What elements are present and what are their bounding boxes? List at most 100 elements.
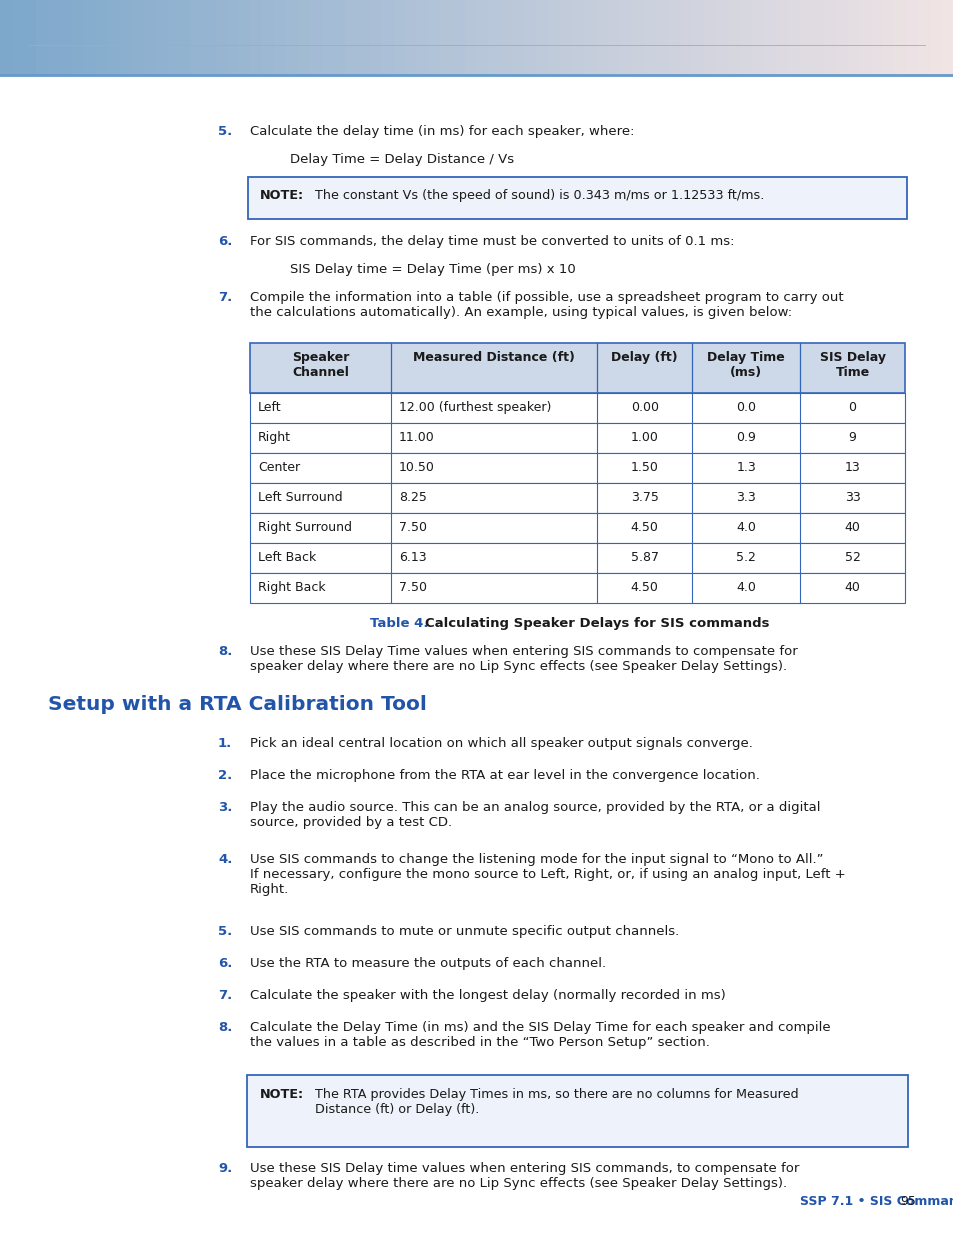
Bar [869, 0, 882, 75]
Text: Use these SIS Delay Time values when entering SIS commands to compensate for
spe: Use these SIS Delay Time values when ent… [250, 645, 797, 673]
Text: NOTE:: NOTE: [260, 189, 304, 203]
Text: Calculate the delay time (in ms) for each speaker, where:: Calculate the delay time (in ms) for eac… [250, 125, 634, 138]
Bar [369, 0, 382, 75]
Bar [250, 513, 904, 543]
Bar [11, 0, 25, 75]
Bar [214, 0, 228, 75]
Bar [440, 0, 454, 75]
Bar [107, 0, 120, 75]
Bar [631, 0, 644, 75]
Bar [834, 0, 847, 75]
Bar [345, 0, 358, 75]
Text: 4.50: 4.50 [630, 580, 658, 594]
Text: 8.: 8. [218, 1021, 233, 1034]
Bar [250, 543, 904, 573]
Text: 6.: 6. [218, 235, 233, 248]
Bar [167, 0, 180, 75]
Bar [679, 0, 692, 75]
Bar [929, 0, 943, 75]
Text: 52: 52 [843, 551, 860, 564]
Bar [226, 0, 239, 75]
Text: 8.25: 8.25 [398, 492, 426, 504]
Bar [905, 0, 919, 75]
Bar [559, 0, 573, 75]
Bar [262, 0, 275, 75]
Text: Speaker
Channel: Speaker Channel [292, 351, 349, 379]
Bar [334, 0, 347, 75]
Bar [238, 0, 252, 75]
Bar [71, 0, 85, 75]
Bar [715, 0, 728, 75]
Text: Calculate the Delay Time (in ms) and the SIS Delay Time for each speaker and com: Calculate the Delay Time (in ms) and the… [250, 1021, 830, 1049]
Bar [596, 0, 609, 75]
Text: 7.: 7. [218, 989, 232, 1002]
Bar [191, 0, 204, 75]
Text: Use these SIS Delay time values when entering SIS commands, to compensate for
sp: Use these SIS Delay time values when ent… [250, 1162, 799, 1191]
Bar [702, 0, 716, 75]
Text: Calculating Speaker Delays for SIS commands: Calculating Speaker Delays for SIS comma… [424, 618, 769, 630]
Bar [310, 0, 323, 75]
Bar [429, 0, 442, 75]
FancyBboxPatch shape [247, 1074, 907, 1147]
Bar [619, 0, 633, 75]
Text: Right Back: Right Back [257, 580, 325, 594]
Text: 3.3: 3.3 [736, 492, 755, 504]
Bar [95, 0, 109, 75]
Bar [83, 0, 96, 75]
Text: 40: 40 [843, 521, 860, 534]
Bar [821, 0, 835, 75]
Text: 4.0: 4.0 [736, 521, 756, 534]
Text: 9.: 9. [218, 1162, 232, 1174]
Bar [48, 0, 61, 75]
Text: 0.00: 0.00 [630, 401, 658, 414]
Bar [607, 0, 620, 75]
Bar [882, 0, 895, 75]
Bar [655, 0, 668, 75]
Text: Use the RTA to measure the outputs of each channel.: Use the RTA to measure the outputs of ea… [250, 957, 605, 969]
Text: Place the microphone from the RTA at ear level in the convergence location.: Place the microphone from the RTA at ear… [250, 769, 760, 782]
Text: 7.: 7. [218, 291, 232, 304]
Bar [798, 0, 811, 75]
Bar [393, 0, 406, 75]
Bar [941, 0, 953, 75]
Bar [131, 0, 144, 75]
Text: Play the audio source. This can be an analog source, provided by the RTA, or a d: Play the audio source. This can be an an… [250, 802, 820, 829]
Text: Center: Center [257, 461, 300, 474]
Bar [381, 0, 395, 75]
Bar [286, 0, 299, 75]
Text: 5.87: 5.87 [630, 551, 658, 564]
Text: 8.: 8. [218, 645, 233, 658]
Bar [250, 424, 904, 453]
Text: Table 4.: Table 4. [370, 618, 428, 630]
Text: 5.: 5. [218, 925, 232, 939]
Text: 6.: 6. [218, 957, 233, 969]
Text: Delay Time
(ms): Delay Time (ms) [706, 351, 784, 379]
Bar [0, 0, 13, 75]
Bar [500, 0, 514, 75]
Text: 5.2: 5.2 [736, 551, 756, 564]
FancyBboxPatch shape [248, 177, 906, 219]
Bar [250, 343, 904, 393]
Bar [786, 0, 800, 75]
Bar [667, 0, 680, 75]
Text: Compile the information into a table (if possible, use a spreadsheet program to : Compile the information into a table (if… [250, 291, 842, 319]
Text: 4.0: 4.0 [736, 580, 756, 594]
Text: SIS Delay
Time: SIS Delay Time [819, 351, 884, 379]
Text: 33: 33 [843, 492, 860, 504]
Text: 0.9: 0.9 [736, 431, 756, 445]
Text: Right: Right [257, 431, 291, 445]
Text: 1.: 1. [218, 737, 232, 750]
Bar [524, 0, 537, 75]
Text: Use SIS commands to change the listening mode for the input signal to “Mono to A: Use SIS commands to change the listening… [250, 853, 845, 897]
Text: The constant Vs (the speed of sound) is 0.343 m/ms or 1.12533 ft/ms.: The constant Vs (the speed of sound) is … [314, 189, 763, 203]
Bar [476, 0, 490, 75]
Bar [250, 0, 263, 75]
Text: 10.50: 10.50 [398, 461, 435, 474]
Text: 12.00 (furthest speaker): 12.00 (furthest speaker) [398, 401, 551, 414]
Text: For SIS commands, the delay time must be converted to units of 0.1 ms:: For SIS commands, the delay time must be… [250, 235, 734, 248]
Text: 13: 13 [843, 461, 860, 474]
Bar [35, 0, 49, 75]
Bar [464, 0, 477, 75]
Bar [583, 0, 597, 75]
Bar [691, 0, 704, 75]
